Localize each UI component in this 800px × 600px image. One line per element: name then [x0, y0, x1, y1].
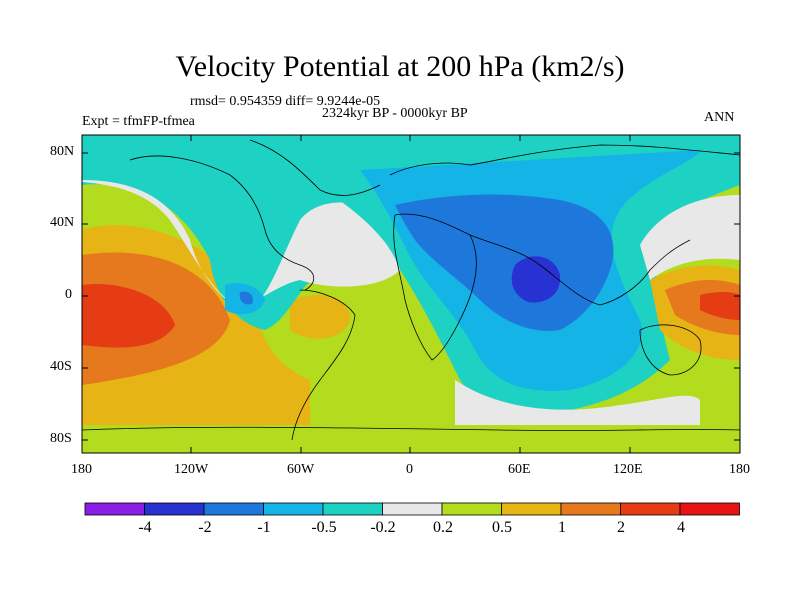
coastlines [82, 139, 740, 441]
lon-tick-marks [81, 135, 741, 453]
colorbar [84, 502, 740, 516]
colorbar-label: -0.5 [311, 519, 337, 536]
colorbar-swatch [203, 502, 264, 516]
colorbar-swatch [560, 502, 621, 516]
lon-label: 180 [71, 462, 92, 477]
lon-label: 120E [613, 462, 643, 477]
season-label: ANN [704, 110, 735, 125]
lon-label: 120W [174, 462, 209, 477]
lat-label: 0 [65, 287, 72, 302]
lat-tick-marks [82, 152, 740, 441]
colorbar-label: 0.2 [433, 519, 453, 536]
colorbar-swatch [263, 502, 324, 516]
lon-label: 180 [729, 462, 750, 477]
colorbar-label: -1 [257, 519, 271, 536]
map-frame [81, 134, 741, 454]
colorbar-swatch [322, 502, 383, 516]
colorbar-label: 0.5 [492, 519, 512, 536]
colorbar-swatch [501, 502, 562, 516]
colorbar-swatch [620, 502, 681, 516]
colorbar-label: -2 [198, 519, 212, 536]
map-title: Velocity Potential at 200 hPa (km2/s) [175, 50, 625, 83]
colorbar-swatch [84, 502, 145, 516]
stats-line: rmsd= 0.954359 diff= 9.9244e-05 [190, 94, 381, 109]
period-line: 2324kyr BP - 0000kyr BP [322, 106, 468, 121]
colorbar-label: 2 [617, 519, 625, 536]
colorbar-swatch [382, 502, 443, 516]
colorbar-swatch [144, 502, 205, 516]
lon-label: 0 [406, 462, 413, 477]
lon-label: 60W [287, 462, 315, 477]
velocity-potential-field [82, 135, 740, 453]
colorbar-swatch [679, 502, 740, 516]
lat-label: 40N [50, 215, 75, 230]
colorbar-label: -4 [138, 519, 152, 536]
experiment-line: Expt = tfmFP-tfmea [82, 114, 195, 129]
colorbar-label: -0.2 [370, 519, 396, 536]
lat-label: 80N [50, 144, 75, 159]
colorbar-swatch [441, 502, 502, 516]
lat-label: 40S [50, 359, 72, 374]
lat-label: 80S [50, 431, 72, 446]
colorbar-label: 1 [558, 519, 566, 536]
lon-label: 60E [508, 462, 531, 477]
colorbar-label: 4 [677, 519, 685, 536]
